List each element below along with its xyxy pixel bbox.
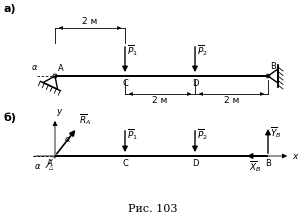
Text: $\triangle$: $\triangle$ [47,164,55,172]
Text: C: C [122,159,128,168]
Text: $\alpha$: $\alpha$ [34,162,42,170]
Text: $\overline{P}_1$: $\overline{P}_1$ [127,127,138,142]
Text: $\overline{Y}_B$: $\overline{Y}_B$ [270,125,282,140]
Text: B: B [270,62,276,71]
Text: $\overline{P}_2$: $\overline{P}_2$ [197,43,208,58]
Text: $\alpha$: $\alpha$ [64,134,71,144]
Text: A: A [47,159,53,168]
Text: D: D [192,159,198,168]
Text: $\overline{X}_B$: $\overline{X}_B$ [249,159,261,174]
Text: 2 м: 2 м [224,96,239,105]
Text: 2 м: 2 м [152,96,168,105]
Text: D: D [192,79,198,88]
Text: Рис. 103: Рис. 103 [128,204,178,214]
Text: B: B [265,159,271,168]
Text: x: x [292,151,297,161]
Text: б): б) [4,112,17,123]
Text: $\overline{P}_2$: $\overline{P}_2$ [197,127,208,142]
Text: $\overline{R}_A$: $\overline{R}_A$ [79,112,91,127]
Text: $\alpha$: $\alpha$ [31,63,39,72]
Text: $\overline{P}_1$: $\overline{P}_1$ [127,43,138,58]
Text: a): a) [4,4,17,14]
Text: C: C [122,79,128,88]
Text: 2 м: 2 м [82,17,98,26]
Text: A: A [58,64,64,73]
Text: y: y [56,107,62,116]
